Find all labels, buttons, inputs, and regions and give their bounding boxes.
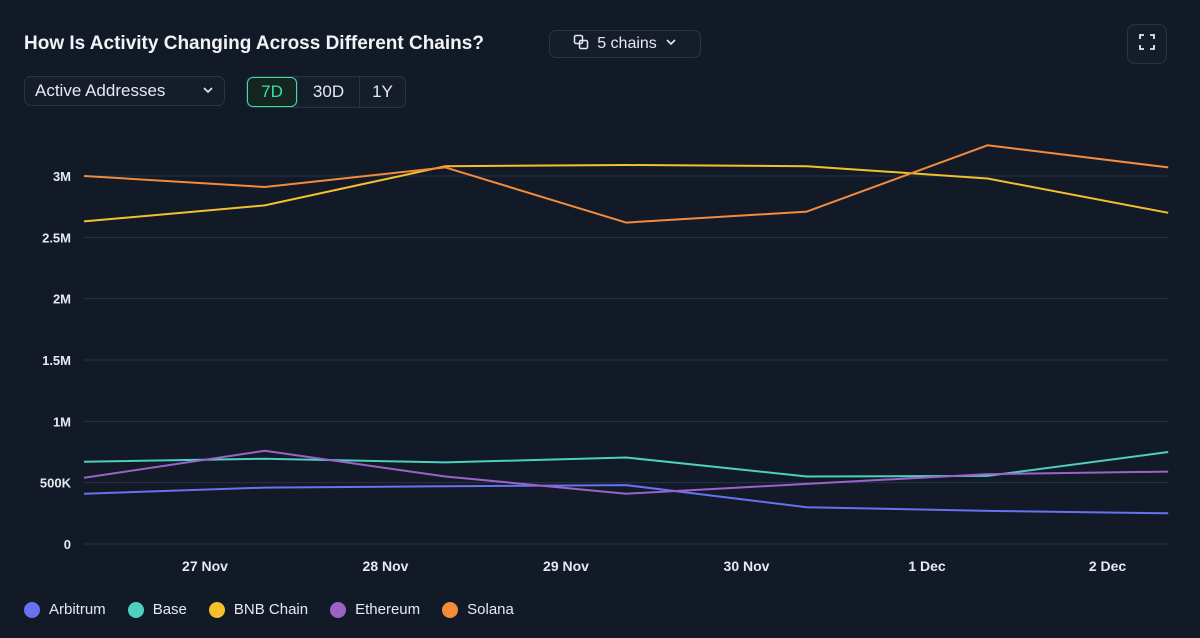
legend-label: BNB Chain: [233, 601, 309, 618]
legend-label: Base: [152, 601, 187, 618]
chain-selector-label: 5 chains: [597, 35, 657, 52]
x-tick-label: 28 Nov: [363, 558, 409, 574]
chart-legend: Arbitrum Base BNB Chain Ethereum Solana: [24, 601, 514, 618]
legend-label: Ethereum: [355, 601, 421, 618]
range-option-7d[interactable]: 7D: [247, 77, 297, 107]
expand-icon: [1138, 33, 1156, 56]
legend-item-base[interactable]: Base: [127, 601, 187, 618]
y-tick-label: 1.5M: [42, 353, 71, 368]
series-line-solana[interactable]: [83, 144, 1169, 224]
legend-label: Arbitrum: [49, 601, 106, 618]
legend-swatch: [24, 601, 40, 618]
y-tick-label: 500K: [40, 476, 72, 491]
metric-dropdown-label: Active Addresses: [35, 81, 166, 100]
legend-item-arbitrum[interactable]: Arbitrum: [24, 601, 106, 618]
y-tick-label: 1M: [53, 414, 71, 429]
legend-swatch: [330, 601, 347, 618]
series-line-ethereum[interactable]: [83, 449, 1169, 495]
legend-swatch: [208, 601, 225, 618]
layers-icon: [573, 34, 589, 55]
legend-item-solana[interactable]: Solana: [442, 601, 514, 618]
y-tick-label: 2.5M: [42, 230, 71, 245]
y-tick-label: 2M: [53, 292, 71, 307]
x-tick-label: 27 Nov: [182, 558, 228, 574]
legend-swatch: [442, 601, 459, 618]
y-tick-label: 3M: [53, 169, 71, 184]
metric-dropdown[interactable]: Active Addresses: [24, 76, 225, 106]
range-option-30d[interactable]: 30D: [297, 77, 359, 107]
chain-selector-button[interactable]: 5 chains: [549, 30, 701, 58]
chevron-down-icon: [665, 35, 677, 53]
chart-title: How Is Activity Changing Across Differen…: [24, 33, 484, 54]
legend-swatch: [127, 601, 144, 618]
legend-label: Solana: [467, 601, 514, 618]
x-tick-label: 29 Nov: [543, 558, 589, 574]
series-line-arbitrum[interactable]: [83, 484, 1169, 515]
range-option-1y[interactable]: 1Y: [359, 77, 405, 107]
time-range-toggle: 7D 30D 1Y: [246, 76, 406, 108]
series-line-base[interactable]: [83, 451, 1169, 478]
series-line-bnb-chain[interactable]: [83, 164, 1169, 223]
expand-button[interactable]: [1127, 24, 1167, 64]
x-tick-label: 1 Dec: [908, 558, 946, 574]
x-tick-label: 2 Dec: [1089, 558, 1127, 574]
legend-item-bnb-chain[interactable]: BNB Chain: [208, 601, 309, 618]
x-tick-label: 30 Nov: [724, 558, 770, 574]
legend-item-ethereum[interactable]: Ethereum: [330, 601, 420, 618]
y-tick-label: 0: [64, 537, 71, 552]
chevron-down-icon: [202, 81, 214, 101]
